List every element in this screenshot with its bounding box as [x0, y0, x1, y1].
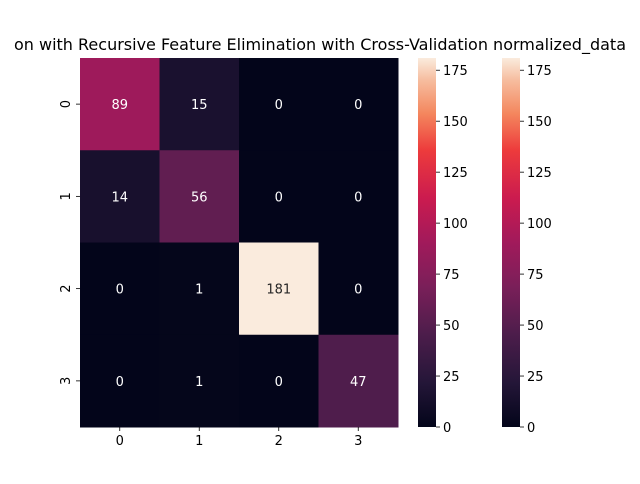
colorbar-tick-label: 0: [527, 421, 535, 436]
cell-annotation: 0: [354, 190, 362, 205]
heatmap-cell: [80, 334, 160, 428]
x-tick-label: 1: [195, 434, 203, 449]
colorbar-gradient: [418, 58, 436, 427]
cell-annotation: 1: [195, 283, 203, 298]
cell-annotation: 0: [275, 190, 283, 205]
cell-annotation: 47: [350, 375, 367, 390]
y-tick-label: 2: [59, 284, 74, 292]
colorbar-tick-label: 50: [527, 319, 544, 334]
chart-title: on with Recursive Feature Elimination wi…: [14, 35, 626, 55]
heatmap-cell: [159, 334, 240, 428]
colorbar-tick-label: 125: [527, 166, 552, 181]
cell-annotation: 181: [266, 283, 291, 298]
cell-annotation: 0: [275, 375, 283, 390]
colorbar-tick-label: 125: [443, 166, 468, 181]
cell-annotation: 1: [195, 375, 203, 390]
heatmap-cell: [80, 150, 160, 243]
cell-annotation: 0: [116, 375, 124, 390]
cell-annotation: 0: [354, 98, 362, 113]
heatmap-cell: [159, 58, 240, 151]
heatmap-cell: [318, 334, 399, 428]
heatmap-cell: [159, 242, 240, 336]
colorbar-tick-label: 25: [443, 370, 460, 385]
heatmap-cell: [159, 150, 240, 243]
colorbar-tick-label: 100: [527, 217, 552, 232]
heatmap-cell: [318, 58, 399, 151]
colorbar-tick-label: 150: [527, 115, 552, 130]
colorbar-tick-label: 25: [527, 370, 544, 385]
x-tick-label: 3: [354, 434, 362, 449]
heatmap-cell: [239, 58, 319, 151]
colorbar-tick-label: 75: [527, 268, 544, 283]
cell-annotation: 89: [111, 98, 128, 113]
heatmap-cell: [318, 150, 399, 243]
heatmap-cell: [80, 242, 160, 336]
cell-annotation: 0: [275, 98, 283, 113]
colorbar: 0 25 50 75 100 125 150 175: [418, 58, 468, 436]
heatmap-cell: [80, 58, 160, 151]
colorbar-tick-label: 175: [443, 64, 468, 79]
colorbar-tick-label: 100: [443, 217, 468, 232]
colorbar-tick-label: 75: [443, 268, 460, 283]
heatmap-cell: [318, 242, 399, 336]
x-tick-label: 2: [275, 434, 283, 449]
heatmap-cell: [239, 334, 319, 428]
y-tick-label: 1: [59, 192, 74, 200]
y-tick-label: 0: [59, 100, 74, 108]
cell-annotation: 0: [116, 283, 124, 298]
cell-annotation: 15: [191, 98, 208, 113]
x-tick-label: 0: [116, 434, 124, 449]
cell-annotation: 0: [354, 283, 362, 298]
cell-annotation: 14: [111, 190, 128, 205]
heatmap-cell: [239, 242, 319, 336]
colorbar-gradient: [502, 58, 520, 427]
y-tick-label: 3: [59, 377, 74, 385]
heatmap-cell: [239, 150, 319, 243]
cell-annotation: 56: [191, 190, 208, 205]
colorbar-tick-label: 175: [527, 64, 552, 79]
colorbar: 0 25 50 75 100 125 150 175: [502, 58, 552, 436]
colorbar-tick-label: 150: [443, 115, 468, 130]
colorbar-tick-label: 50: [443, 319, 460, 334]
colorbar-tick-label: 0: [443, 421, 451, 436]
